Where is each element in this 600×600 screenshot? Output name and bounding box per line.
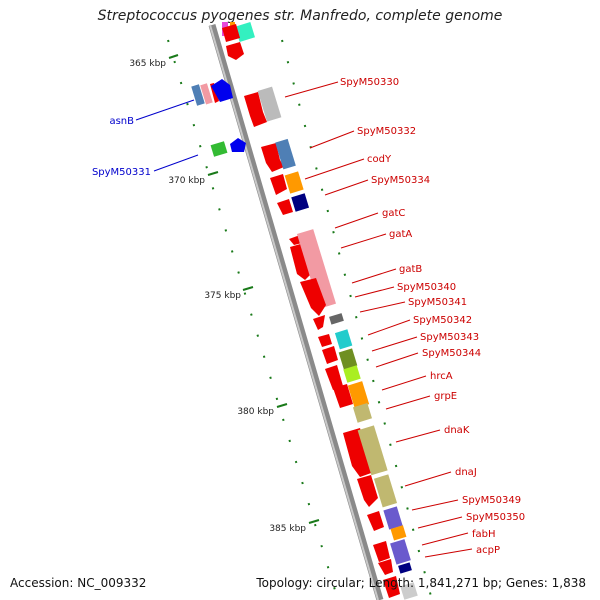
- gene-label-SpyM50341: SpyM50341: [408, 297, 467, 308]
- gene-label-hrcA: hrcA: [430, 371, 453, 382]
- gene-label-SpyM50342: SpyM50342: [413, 315, 472, 326]
- gene-label-fabH: fabH: [472, 529, 496, 540]
- left-features: [191, 79, 246, 157]
- tick-marks: [168, 54, 320, 524]
- feature-SpyM50342: [318, 334, 332, 347]
- feature-SpyM50349: [367, 511, 384, 531]
- feature-hrcA-orange: [347, 381, 370, 409]
- gene-labels-right: SpyM50330 SpyM50332 codY SpyM50334 gatC …: [340, 77, 525, 556]
- feature-gatA: [290, 243, 314, 280]
- feature-codY: [270, 174, 287, 195]
- feature-SpyM50342-cyan: [334, 329, 353, 350]
- gene-label-SpyM50331: SpyM50331: [92, 167, 151, 178]
- gene-label-gatA: gatA: [389, 229, 412, 240]
- feature-SpyM50343: [322, 346, 338, 364]
- feature-SpyM50334: [277, 199, 293, 215]
- feature-fabH-purple: [390, 539, 411, 565]
- leader-lines-right: [284, 81, 473, 558]
- leader-lines-left: [135, 99, 199, 172]
- feature-top-red-1: [222, 24, 240, 42]
- feature-grpE: [333, 384, 353, 408]
- feature-grpE-khaki: [352, 403, 372, 423]
- gene-label-gatC: gatC: [382, 208, 405, 219]
- gene-label-acpP: acpP: [476, 545, 500, 556]
- feature-blue-arrow-top: [211, 79, 233, 102]
- gene-label-SpyM50340: SpyM50340: [397, 282, 456, 293]
- tick-label-370: 370 kbp: [168, 176, 205, 186]
- gene-label-dnaJ: dnaJ: [455, 467, 477, 478]
- genome-backbone: [208, 24, 384, 600]
- gene-label-SpyM50344: SpyM50344: [422, 348, 481, 359]
- tick-label-385: 385 kbp: [269, 524, 306, 534]
- feature-SpyM50332: [261, 143, 284, 172]
- feature-bottom-red: [383, 576, 400, 598]
- feature-dnaJ-khaki: [373, 474, 398, 508]
- map-title: Streptococcus pyogenes str. Manfredo, co…: [97, 8, 503, 24]
- gene-label-asnB: asnB: [109, 116, 134, 127]
- feature-SpyM50330-grey: [257, 86, 282, 122]
- feature-SpyM50332-blue: [275, 138, 296, 170]
- tick-labels: 365 kbp 370 kbp 375 kbp 380 kbp 385 kbp: [129, 59, 306, 534]
- gene-label-SpyM50332: SpyM50332: [357, 126, 416, 137]
- tick-mark-375: [242, 286, 254, 291]
- feature-blue-arrow-mid: [230, 138, 246, 152]
- top-features: [222, 22, 255, 60]
- feature-dnaJ: [357, 475, 378, 507]
- feature-gatA-pink: [296, 229, 337, 309]
- feature-SpyM50331-green: [210, 141, 228, 157]
- gene-label-SpyM50350: SpyM50350: [466, 512, 525, 523]
- feature-SpyM50349-purple: [383, 506, 403, 530]
- feature-asnB-blue: [191, 84, 205, 106]
- feature-codY-orange: [284, 171, 304, 194]
- feature-bottom-grey: [400, 582, 418, 600]
- topology-summary: Topology: circular; Length: 1,841,271 bp…: [256, 576, 586, 590]
- accession-text: Accession: NC_009332: [10, 576, 147, 590]
- tick-mark-385: [308, 519, 320, 524]
- feature-SpyM50344: [325, 365, 343, 390]
- feature-acpP: [378, 559, 393, 575]
- tick-label-375: 375 kbp: [204, 291, 241, 301]
- feature-SpyM50344-lime: [343, 365, 361, 383]
- tick-mark-365: [168, 54, 179, 59]
- feature-fabH: [373, 541, 390, 562]
- gene-label-SpyM50343: SpyM50343: [420, 332, 479, 343]
- gene-label-SpyM50330: SpyM50330: [340, 77, 399, 88]
- gene-label-grpE: grpE: [434, 391, 457, 402]
- feature-asnB-pink: [200, 83, 213, 105]
- feature-acpP-navy: [398, 562, 412, 574]
- feature-top-cyan: [235, 22, 255, 42]
- feature-SpyM50334-navy: [291, 193, 310, 212]
- gene-label-codY: codY: [367, 154, 392, 165]
- feature-top-red-2: [226, 42, 244, 60]
- gene-label-dnaK: dnaK: [444, 425, 470, 436]
- feature-SpyM50330: [244, 92, 267, 127]
- feature-SpyM50340: [313, 315, 325, 330]
- feature-gatB: [300, 278, 326, 316]
- tick-label-365: 365 kbp: [129, 59, 166, 69]
- feature-SpyM50343-olive: [338, 348, 358, 370]
- gene-label-gatB: gatB: [399, 264, 422, 275]
- feature-SpyM50340-grey: [329, 313, 344, 325]
- feature-dnaK-khaki: [357, 425, 388, 476]
- tick-label-380: 380 kbp: [237, 407, 274, 417]
- tick-mark-370: [207, 171, 219, 176]
- gene-label-SpyM50334: SpyM50334: [371, 175, 430, 186]
- gene-label-SpyM50349: SpyM50349: [462, 495, 521, 506]
- gene-labels-left: asnB SpyM50331: [92, 116, 151, 178]
- feature-dnaK: [343, 428, 374, 477]
- feature-fabH-orange: [390, 525, 407, 541]
- right-features: [244, 86, 418, 600]
- tick-mark-380: [276, 403, 288, 408]
